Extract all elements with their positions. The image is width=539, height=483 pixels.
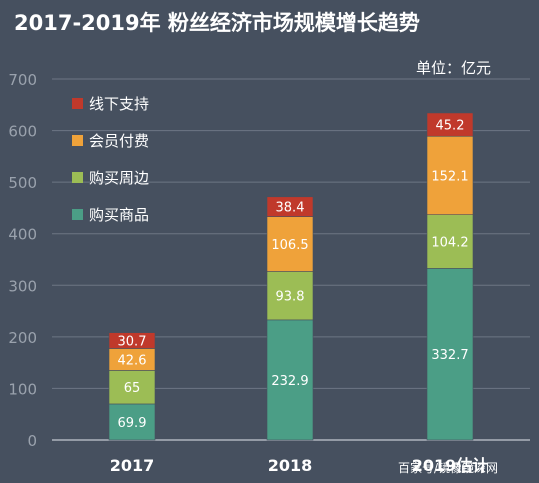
data-label: 38.4 bbox=[276, 201, 305, 216]
legend-label: 购买商品 bbox=[89, 206, 149, 224]
bar-segment bbox=[108, 370, 156, 405]
bar-segment bbox=[108, 403, 156, 441]
y-tick-label: 300 bbox=[8, 277, 37, 295]
data-label: 332.7 bbox=[431, 348, 468, 363]
legend-swatch bbox=[72, 172, 83, 183]
legend-label: 线下支持 bbox=[89, 95, 149, 113]
x-tick-label: 2019估计 bbox=[412, 456, 489, 475]
y-tick-label: 200 bbox=[8, 329, 37, 347]
data-label: 30.7 bbox=[118, 335, 147, 350]
data-label: 106.5 bbox=[271, 238, 308, 253]
bar-segment bbox=[266, 196, 314, 217]
legend-label: 会员付费 bbox=[89, 132, 149, 150]
legend-swatch bbox=[72, 209, 83, 220]
bar-segment bbox=[266, 271, 314, 321]
legend-swatch bbox=[72, 98, 83, 109]
bar-segment bbox=[426, 135, 474, 215]
data-label: 232.9 bbox=[271, 374, 308, 389]
data-label: 152.1 bbox=[431, 169, 468, 184]
bar-segment bbox=[426, 112, 474, 137]
data-label: 104.2 bbox=[431, 236, 468, 251]
bar-segment bbox=[108, 332, 156, 349]
bar-segment bbox=[266, 216, 314, 272]
bar-segment bbox=[266, 319, 314, 441]
y-tick-label: 0 bbox=[27, 432, 37, 450]
legend-swatch bbox=[72, 135, 83, 146]
data-label: 42.6 bbox=[118, 353, 147, 368]
data-label: 45.2 bbox=[436, 119, 465, 134]
bar-segment bbox=[426, 268, 474, 441]
y-tick-label: 500 bbox=[8, 174, 37, 192]
x-tick-label: 2017 bbox=[110, 456, 155, 475]
data-label: 93.8 bbox=[276, 290, 305, 305]
watermark: 百家号/镜像镜深网 bbox=[398, 460, 498, 475]
x-tick-label: 2018 bbox=[268, 456, 313, 475]
y-tick-label: 400 bbox=[8, 226, 37, 244]
unit-label: 单位：亿元 bbox=[416, 59, 491, 77]
bar-segment bbox=[426, 214, 474, 269]
data-label: 65 bbox=[124, 381, 141, 396]
legend-label: 购买周边 bbox=[89, 169, 149, 187]
y-tick-label: 600 bbox=[8, 123, 37, 141]
data-label: 69.9 bbox=[118, 416, 147, 431]
y-tick-label: 100 bbox=[8, 380, 37, 398]
bars: 69.9 65 42.6 30.7 2017 232.9 93.8 106.5 38.4 2018… bbox=[108, 112, 489, 475]
y-tick-label: 700 bbox=[8, 71, 37, 89]
chart-title: 2017-2019年 粉丝经济市场规模增长趋势 bbox=[14, 11, 420, 35]
